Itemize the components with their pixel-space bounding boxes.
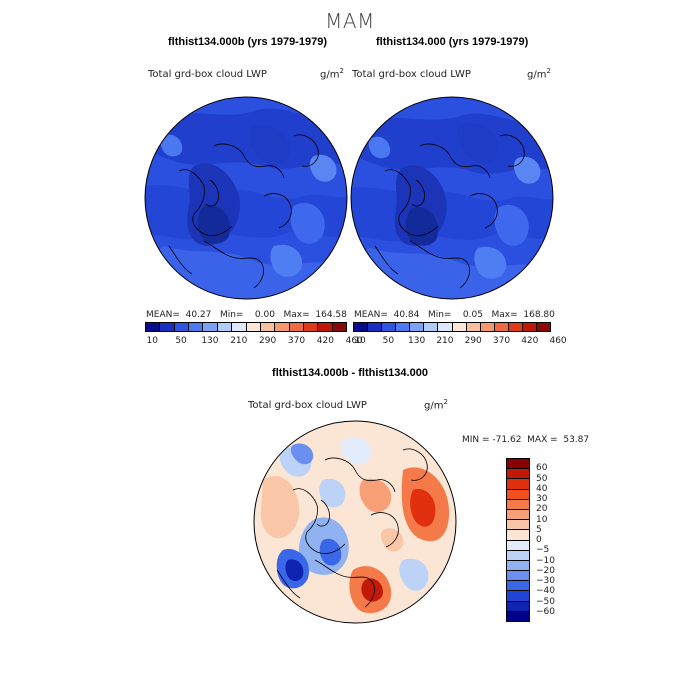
diff-colorbar-tick-label: 20 [536,504,548,515]
colorbar-swatch [382,323,397,331]
panel1-colorbar-labels: 10 50 130 210 290 370 420 460 [145,336,362,348]
panel1-polar-map [144,96,348,300]
colorbar-swatch [246,323,261,331]
colorbar-tick-label: 370 [492,336,511,346]
diff-colorbar-swatch [507,550,529,561]
colorbar-tick-label: 10 [146,336,158,346]
diff-colorbar-tick-label: −60 [536,606,555,617]
diff-minmax: MIN = -71.62 MAX = 53.87 [462,435,590,445]
season-title: MAM [325,9,375,33]
diff-colorbar-tick-label: 40 [536,483,548,494]
diff-colorbar-swatch [507,560,529,572]
diff-colorbar-swatch [507,459,529,470]
diff-colorbar-swatch [507,489,529,500]
colorbar-swatch [303,323,319,331]
diff-colorbar-swatch [507,499,529,510]
diff-colorbar-tick-label: 10 [536,514,548,525]
diff-colorbar-tick-label: 30 [536,494,548,504]
diff-units: g/m2 [424,398,448,412]
colorbar-swatch [160,323,175,331]
colorbar-swatch [537,323,551,331]
colorbar-swatch [232,323,247,331]
diff-colorbar-tick-label: 50 [536,473,548,484]
panel2-polar-map [350,96,554,300]
diff-colorbar-labels: 60 50 40 30 20 10 5 0 −5 −10 −20 −30 −40 −50 −60 [536,458,576,622]
diff-colorbar-swatch [507,479,529,490]
colorbar-tick-label: 290 [259,336,277,346]
panel2-units: g/m2 [527,67,551,81]
colorbar-swatch [494,323,509,331]
panel2-colorbar-labels: 10 50 130 210 290 370 420 460 [353,336,566,348]
colorbar-swatch [410,323,425,331]
colorbar-swatch [508,323,523,331]
diff-colorbar-tick-label: −30 [536,576,555,586]
colorbar-swatch [466,323,481,331]
colorbar-swatch [480,323,495,331]
diff-colorbar-tick-label: −5 [536,545,550,556]
diff-colorbar-swatch [507,591,529,602]
diff-colorbar-swatch [507,520,529,531]
colorbar-tick-label: 50 [175,336,187,346]
panel2-field-label: Total grd-box cloud LWP [352,69,471,80]
colorbar-swatch [217,323,233,331]
diff-colorbar-tick-label: 5 [536,524,542,535]
colorbar-swatch [368,323,383,331]
diff-colorbar-tick-label: −50 [536,596,555,607]
panel2-stats: MEAN= 40.84 Min= 0.05 Max= 168.80 [354,310,555,320]
colorbar-swatch [260,323,276,331]
colorbar-tick-label: 130 [408,336,426,346]
colorbar-swatch [203,323,218,331]
colorbar-tick-label: 420 [521,336,539,346]
colorbar-swatch [289,323,304,331]
colorbar-swatch [146,323,161,331]
colorbar-swatch [275,323,290,331]
diff-colorbar-swatch [507,611,529,621]
colorbar-tick-label: 130 [201,336,219,346]
diff-colorbar-tick-label: −40 [536,586,555,597]
panel1-units: g/m2 [320,67,344,81]
colorbar-swatch [452,323,467,331]
colorbar-swatch [354,323,369,331]
colorbar-tick-label: 50 [382,336,395,346]
colorbar-tick-label: 460 [549,336,567,346]
diff-colorbar-tick-label: 0 [536,535,542,545]
diff-field-label: Total grd-box cloud LWP [248,400,367,411]
colorbar-tick-label: 210 [436,336,454,346]
colorbar-swatch [522,323,538,331]
colorbar-tick-label: 290 [464,336,482,346]
panel1-colorbar [145,322,347,332]
colorbar-tick-label: 420 [316,336,334,346]
colorbar-swatch [318,323,333,331]
colorbar-tick-label: 10 [354,336,366,346]
diff-colorbar-swatch [507,469,529,480]
diff-colorbar-tick-label: −20 [536,565,555,576]
diff-colorbar-swatch [507,540,529,551]
panel2-colorbar [353,322,551,332]
colorbar-swatch [332,323,347,331]
diff-colorbar-swatch [507,581,529,592]
diff-colorbar-swatch [507,601,529,612]
colorbar-swatch [189,323,204,331]
diff-polar-map [253,420,457,624]
diff-colorbar-tick-label: −10 [536,555,555,566]
colorbar-swatch [424,323,439,331]
panel1-case-title: flthist134.000b (yrs 1979-1979) [168,36,327,48]
diff-colorbar [506,458,530,622]
panel1-stats: MEAN= 40.27 Min= 0.00 Max= 164.58 [146,310,347,320]
panel2-case-title: flthist134.000 (yrs 1979-1979) [376,36,529,48]
diff-colorbar-swatch [507,509,529,521]
colorbar-tick-label: 370 [287,336,306,346]
colorbar-swatch [174,323,190,331]
colorbar-tick-label: 460 [345,336,363,346]
panel1-field-label: Total grd-box cloud LWP [148,69,267,80]
colorbar-swatch [396,323,411,331]
diff-colorbar-swatch [507,530,529,541]
diff-colorbar-tick-label: 60 [536,463,548,474]
colorbar-swatch [438,323,453,331]
diff-colorbar-swatch [507,571,529,582]
diff-title: flthist134.000b - flthist134.000 [272,367,428,379]
colorbar-tick-label: 210 [230,336,248,346]
